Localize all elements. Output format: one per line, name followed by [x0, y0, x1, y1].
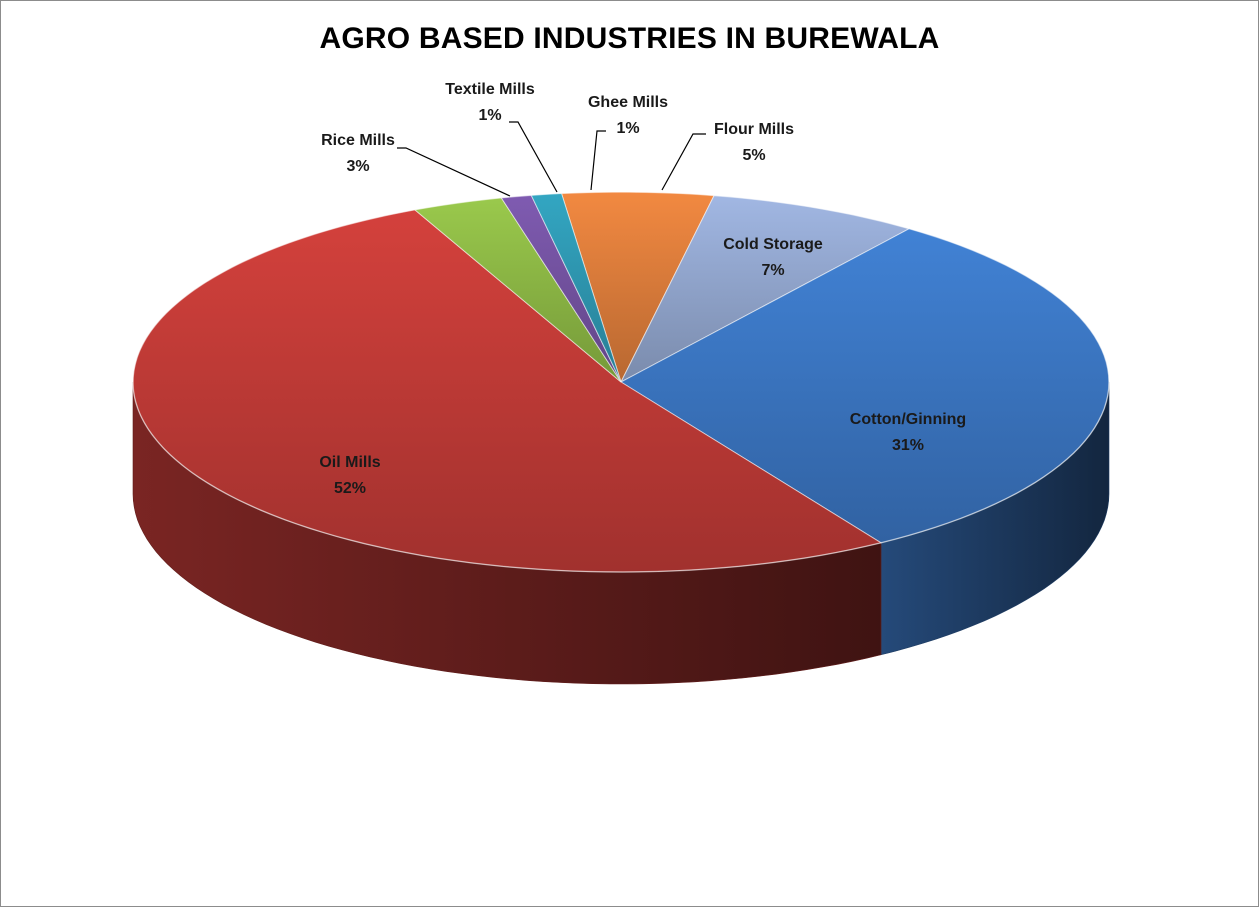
pie-labels: Flour Mills 5% Cold Storage 7% Cotton/Ginnin… — [319, 81, 966, 497]
leader-line-rice-mills — [397, 147, 511, 197]
pie-slice-rice-mills[interactable] — [413, 197, 622, 383]
pie-rim — [132, 191, 1110, 573]
pie-slice-flour-mills[interactable] — [560, 191, 715, 384]
slice-value-oil-mills: 52% — [334, 480, 366, 497]
pie-slice-ghee-mills[interactable] — [530, 192, 622, 383]
slice-label-rice-mills: Rice Mills — [321, 132, 395, 149]
pie-slice-oil-mills[interactable] — [132, 209, 883, 573]
pie-slice-cold-storage[interactable] — [619, 194, 911, 384]
slice-value-ghee-mills: 1% — [616, 120, 639, 137]
slice-label-cold-storage: Cold Storage — [723, 236, 823, 253]
leader-line-textile-mills — [509, 121, 558, 193]
pie-slices — [132, 191, 1110, 573]
slice-label-flour-mills: Flour Mills — [714, 121, 794, 138]
slice-value-cold-storage: 7% — [761, 262, 784, 279]
slice-value-flour-mills: 5% — [742, 147, 765, 164]
pie-slice-cotton-ginning[interactable] — [619, 228, 1110, 544]
slice-label-cotton-ginning: Cotton/Ginning — [850, 411, 966, 428]
slice-value-rice-mills: 3% — [346, 158, 369, 175]
slice-value-cotton-ginning: 31% — [892, 437, 924, 454]
leader-line-flour-mills — [661, 133, 706, 191]
slice-label-oil-mills: Oil Mills — [319, 454, 380, 471]
slice-label-ghee-mills: Ghee Mills — [588, 94, 668, 111]
slice-label-textile-mills: Textile Mills — [445, 81, 535, 98]
slice-value-textile-mills: 1% — [478, 107, 501, 124]
leader-line-ghee-mills — [590, 130, 606, 191]
chart-title: AGRO BASED INDUSTRIES IN BUREWALA — [319, 22, 940, 55]
